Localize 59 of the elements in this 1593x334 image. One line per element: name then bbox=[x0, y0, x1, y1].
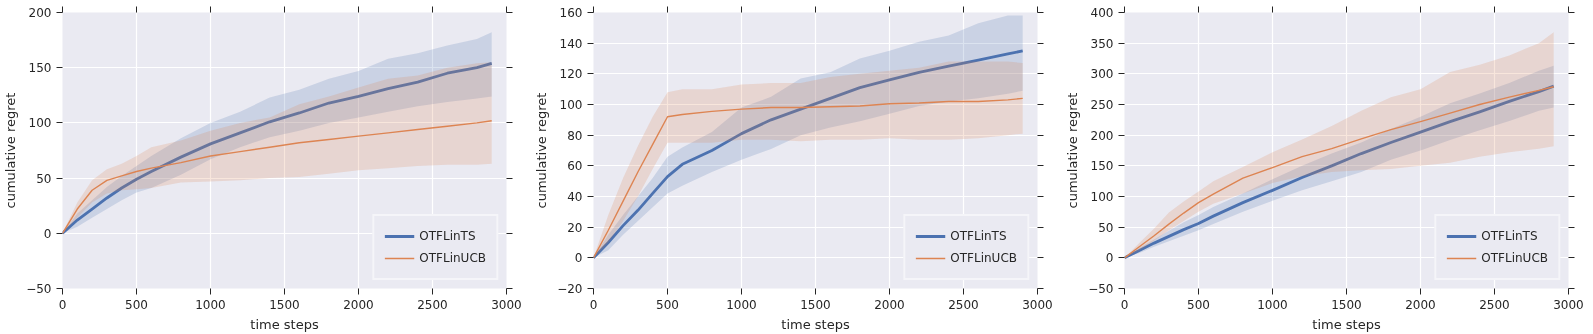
x-tick-label: 0 bbox=[58, 297, 67, 312]
x-tick-label: 2500 bbox=[417, 297, 448, 312]
x-tick-label: 500 bbox=[125, 297, 148, 312]
y-tick-label: 80 bbox=[567, 128, 583, 143]
y-tick-label: 100 bbox=[28, 116, 52, 131]
y-tick-label: 0 bbox=[574, 251, 583, 266]
legend-label: OTFLinTS bbox=[419, 229, 476, 243]
y-axis-title: cumulative regret bbox=[534, 92, 550, 209]
x-tick-label: 1500 bbox=[800, 297, 831, 312]
x-tick-label: 3000 bbox=[1022, 297, 1053, 312]
y-tick-label: 200 bbox=[28, 6, 52, 20]
y-tick-label: 50 bbox=[36, 171, 52, 186]
x-tick-label: 2000 bbox=[343, 297, 374, 312]
x-tick-label: 0 bbox=[1120, 297, 1129, 312]
y-tick-label: 350 bbox=[1090, 36, 1114, 51]
y-tick-label: 60 bbox=[567, 159, 583, 174]
y-tick-label: −20 bbox=[557, 282, 583, 296]
legend-label: OTFLinUCB bbox=[1481, 251, 1548, 265]
y-tick-label: 150 bbox=[1090, 159, 1114, 174]
x-tick-label: 3000 bbox=[491, 297, 522, 312]
x-tick-label: 2000 bbox=[1405, 297, 1436, 312]
y-tick-label: −50 bbox=[1088, 282, 1114, 296]
y-tick-label: 120 bbox=[559, 67, 583, 82]
y-tick-label: 0 bbox=[43, 226, 52, 241]
y-tick-label: −50 bbox=[26, 282, 52, 296]
y-axis-title: cumulative regret bbox=[3, 92, 19, 209]
x-tick-label: 2500 bbox=[1479, 297, 1510, 312]
y-tick-label: 160 bbox=[559, 6, 583, 20]
x-tick-label: 1000 bbox=[195, 297, 226, 312]
y-tick-label: 150 bbox=[28, 61, 52, 76]
y-tick-label: 250 bbox=[1090, 98, 1114, 112]
legend-label: OTFLinTS bbox=[950, 229, 1007, 243]
y-tick-label: 20 bbox=[567, 220, 583, 235]
legend-label: OTFLinTS bbox=[1481, 229, 1538, 243]
y-tick-label: 40 bbox=[567, 190, 583, 204]
x-tick-label: 0 bbox=[589, 297, 598, 312]
y-axis-title: cumulative regret bbox=[1065, 92, 1081, 209]
legend-label: OTFLinUCB bbox=[950, 251, 1017, 265]
legend-label: OTFLinUCB bbox=[419, 251, 486, 265]
y-tick-label: 50 bbox=[1098, 220, 1114, 235]
x-tick-label: 1000 bbox=[726, 297, 757, 312]
x-tick-label: 1000 bbox=[1257, 297, 1288, 312]
y-tick-label: 0 bbox=[1105, 251, 1114, 266]
x-axis-title: time steps bbox=[781, 316, 850, 332]
x-tick-label: 1500 bbox=[1331, 297, 1362, 312]
x-tick-label: 500 bbox=[656, 297, 679, 312]
y-tick-label: 300 bbox=[1090, 67, 1114, 82]
x-axis-title: time steps bbox=[250, 316, 319, 332]
y-tick-label: 200 bbox=[1090, 128, 1114, 143]
x-axis-title: time steps bbox=[1312, 316, 1381, 332]
y-tick-label: 140 bbox=[559, 36, 583, 51]
x-tick-label: 3000 bbox=[1553, 297, 1584, 312]
y-tick-label: 400 bbox=[1090, 6, 1114, 20]
x-tick-label: 500 bbox=[1187, 297, 1210, 312]
y-tick-label: 100 bbox=[559, 98, 583, 112]
x-tick-label: 1500 bbox=[269, 297, 300, 312]
x-tick-label: 2000 bbox=[874, 297, 905, 312]
x-tick-label: 2500 bbox=[948, 297, 979, 312]
y-tick-label: 100 bbox=[1090, 190, 1114, 204]
